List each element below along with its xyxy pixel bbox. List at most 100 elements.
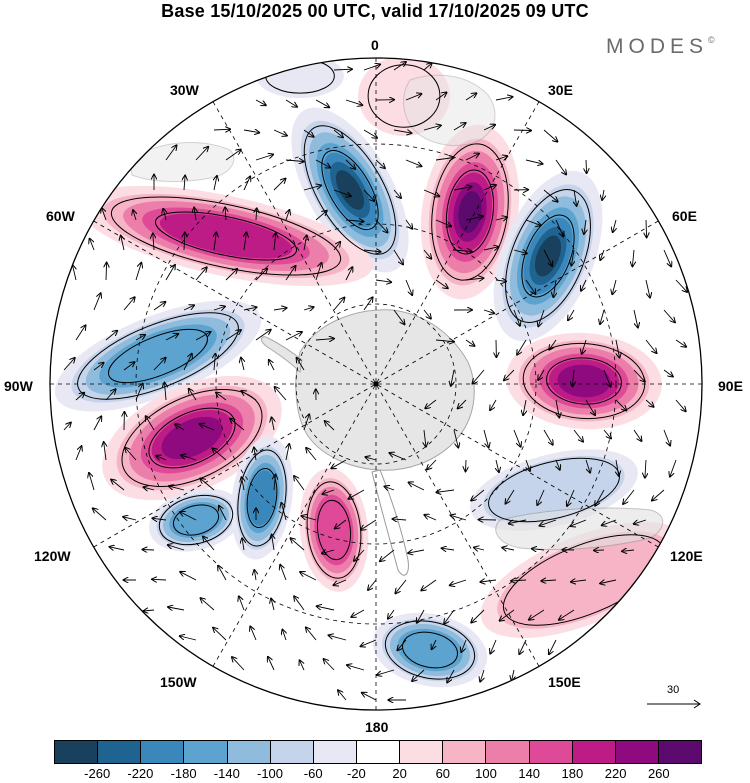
wind-arrow [615,399,626,410]
wind-arrow [194,208,196,221]
wind-arrow [435,93,447,101]
wind-arrow [349,489,365,499]
wind-arrow [663,309,675,322]
wind-arrow [335,519,347,529]
wind-arrow [225,150,241,161]
wind-arrow [523,399,526,415]
wind-arrow [615,339,620,358]
wind-arrow [465,216,483,221]
lon-label-90w: 90W [4,378,33,394]
copyright-symbol: © [708,35,715,45]
colorbar-tick-label: 180 [561,766,584,781]
latitude-circle [135,143,617,625]
wind-arrow [144,487,155,490]
wind-arrow [214,232,216,251]
colorbar-ticks: -260 -220 -180 -140 -100 -60 -20 20 60 100 140 180 2… [0,766,750,782]
wind-arrow [652,489,665,501]
wind-arrow [663,369,673,377]
wind-arrow [555,219,563,236]
wind-arrow [513,309,520,326]
wind-arrow [363,64,380,71]
lon-label-180: 180 [365,719,389,735]
wind-arrow [393,519,407,520]
wind-arrow [242,538,244,551]
wind-arrow [603,429,611,438]
wind-arrow [241,391,257,401]
wind-arrow [595,489,605,506]
wind-arrow [435,219,451,226]
wind-arrow [616,459,619,476]
colorbar-bin [312,741,356,763]
wind-arrow [474,548,485,551]
wind-arrow [393,249,403,264]
wind-arrow [303,307,314,310]
wind-arrow [543,429,553,445]
wind-arrow [568,309,575,320]
wind-arrow [556,459,560,470]
wind-arrow [553,279,556,297]
wind-arrow [153,234,154,251]
wind-arrow [135,335,145,341]
wind-arrow [93,293,101,311]
wind-arrow [225,269,237,281]
wind-arrow [213,307,225,311]
contour-pos-60w [110,196,342,276]
wind-arrow [273,308,287,310]
wind-arrow [274,475,276,491]
wind-arrow [105,331,117,341]
wind-arrow [315,339,334,340]
wind-arrow [556,399,559,417]
lon-label-150e: 150E [548,674,581,690]
wind-arrow [670,459,677,477]
wind-arrow [345,220,364,222]
wind-arrow [432,639,436,649]
wind-arrow [322,550,335,553]
wind-arrow [232,657,245,671]
wind-arrow [633,429,642,441]
wind-arrow [271,599,274,611]
anomaly-level [458,191,482,233]
wind-arrow [274,233,276,251]
wind-arrow [102,208,107,221]
contour-line [384,620,476,680]
wind-arrow [268,657,275,671]
wind-arrow [165,334,178,341]
wind-arrow [483,247,498,250]
wind-arrow [89,473,95,491]
wind-arrow [180,636,197,641]
wind-arrow [195,147,208,161]
wind-arrow [584,219,586,234]
wind-arrow [375,219,388,233]
wind-scale-value: 30 [667,684,680,696]
wind-arrow [405,94,421,101]
wind-arrow [123,297,135,311]
contour-line [316,499,352,561]
lon-label-90e: 90E [718,378,743,394]
wind-arrow [623,489,635,504]
wind-arrow [272,535,274,551]
wind-arrow [436,490,455,492]
wind-arrow [602,189,604,200]
anomaly-pos-30e [420,124,520,300]
wind-arrow [393,130,411,133]
wind-arrow [502,548,515,550]
wind-arrow [104,442,106,461]
wind-arrow [435,279,448,288]
wind-arrow [165,145,177,161]
wind-arrow [380,549,395,561]
wind-arrow [511,580,527,581]
wind-arrow [388,609,395,619]
wind-arrow [165,265,175,281]
wind-arrow [572,369,574,386]
wind-arrow [393,189,401,198]
wind-arrow [93,508,107,521]
wind-arrow [634,520,647,524]
wind-arrow [435,340,454,342]
anomaly-level [314,494,354,566]
wind-arrow [490,639,497,654]
wind-arrow [181,455,197,461]
wind-arrow [345,267,352,281]
colorbar-tick-label: 20 [392,766,407,781]
wind-arrow [331,459,347,468]
wind-arrow [230,419,245,431]
